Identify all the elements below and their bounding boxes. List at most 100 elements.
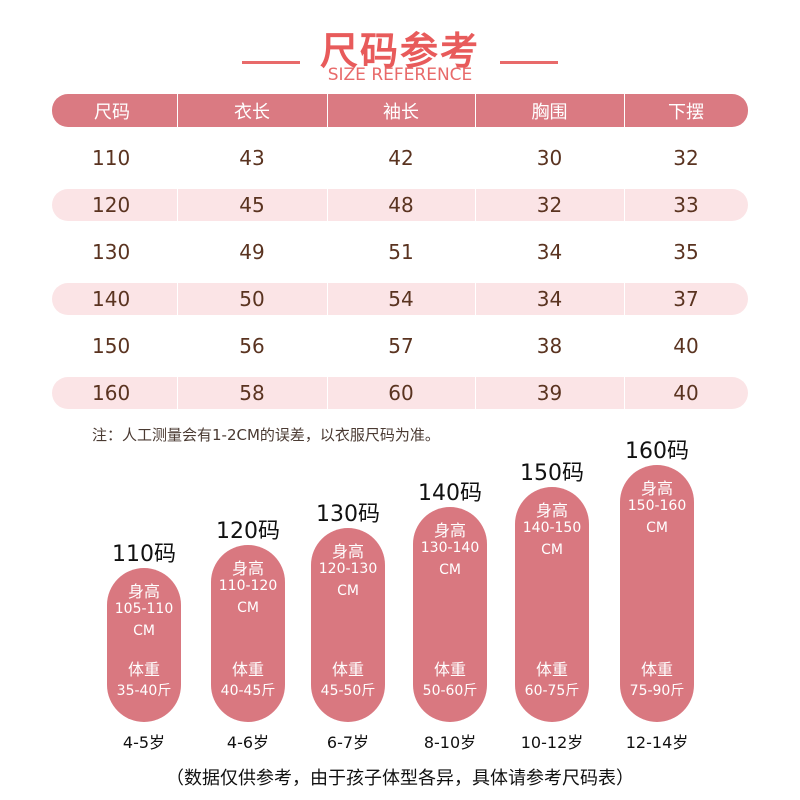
height-unit: CM — [439, 562, 461, 578]
footer-disclaimer: （数据仅供参考，由于孩子体型各异，具体请参考尺码表） — [166, 768, 634, 789]
table-cell: 150 — [92, 334, 131, 358]
age-label: 4-5岁 — [122, 733, 166, 752]
size-pill: 身高 105-110 CM 体重 35-40斤 — [107, 568, 181, 722]
measurement-note: 注：人工测量会有1-2CM的误差，以衣服尺码为准。 — [92, 426, 440, 444]
height-label: 身高 — [433, 521, 466, 540]
height-label: 身高 — [127, 582, 160, 601]
table-cell: 60 — [327, 377, 475, 409]
table-cell: 130 — [92, 240, 131, 264]
height-unit: CM — [237, 600, 259, 616]
age-label: 8-10岁 — [423, 733, 477, 752]
age-label: 10-12岁 — [520, 733, 584, 752]
age-label: 4-6岁 — [226, 733, 270, 752]
table-row: 120 45 48 32 33 — [52, 189, 748, 221]
size-column: 150码身高 140-150 CM 体重 60-75斤 10-12岁 — [515, 0, 589, 800]
size-column: 140码身高 130-140 CM 体重 50-60斤 8-10岁 — [413, 0, 487, 800]
size-column: 130码身高 120-130 CM 体重 45-50斤 6-7岁 — [311, 0, 385, 800]
weight-range: 35-40斤 — [116, 683, 172, 699]
table-cell: 33 — [624, 189, 748, 221]
table-cell: 32 — [475, 189, 624, 221]
weight-range: 40-45斤 — [220, 683, 276, 699]
page-subtitle: SIZE REFERENCE — [327, 65, 473, 85]
size-table: 尺码 衣长 袖长 胸围 下摆 110 43 42 30 32 120 45 48 32 33 130… — [52, 94, 748, 424]
table-row: 130 49 51 34 35 — [52, 236, 748, 268]
height-range: 105-110 — [114, 601, 174, 617]
size-label: 150码 — [520, 461, 584, 486]
table-header-cell: 下摆 — [624, 94, 748, 127]
height-range: 150-160 — [627, 498, 687, 514]
table-cell: 40 — [624, 330, 748, 362]
size-label: 140码 — [418, 481, 482, 506]
table-row: 110 43 42 30 32 — [52, 142, 748, 174]
age-label: 6-7岁 — [326, 733, 370, 752]
size-label: 160码 — [625, 439, 689, 464]
table-cell: 39 — [475, 377, 624, 409]
height-unit: CM — [133, 623, 155, 639]
height-label: 身高 — [640, 479, 673, 498]
height-unit: CM — [337, 583, 359, 599]
weight-label: 体重 — [640, 660, 673, 679]
table-cell: 54 — [327, 283, 475, 315]
size-label: 120码 — [216, 519, 280, 544]
table-cell: 140 — [92, 287, 131, 311]
size-pill: 身高 140-150 CM 体重 60-75斤 — [515, 487, 589, 722]
height-unit: CM — [541, 542, 563, 558]
size-column: 160码身高 150-160 CM 体重 75-90斤 12-14岁 — [620, 0, 694, 800]
size-pill: 身高 130-140 CM 体重 50-60斤 — [413, 507, 487, 722]
table-header-cell: 衣长 — [177, 94, 327, 127]
table-cell: 34 — [475, 236, 624, 268]
height-label: 身高 — [231, 559, 264, 578]
table-cell: 58 — [177, 377, 327, 409]
table-cell: 38 — [475, 330, 624, 362]
table-header-cell: 袖长 — [327, 94, 475, 127]
weight-label: 体重 — [331, 660, 364, 679]
height-range: 110-120 — [218, 578, 278, 594]
table-cell: 160 — [92, 381, 131, 405]
height-label: 身高 — [331, 542, 364, 561]
weight-label: 体重 — [127, 660, 160, 679]
table-row: 140 50 54 34 37 — [52, 283, 748, 315]
table-cell: 48 — [327, 189, 475, 221]
weight-range: 75-90斤 — [629, 683, 685, 699]
table-cell: 40 — [624, 377, 748, 409]
table-header-cell: 尺码 — [94, 101, 130, 123]
table-cell: 37 — [624, 283, 748, 315]
table-header-cell: 胸围 — [475, 94, 624, 127]
table-cell: 45 — [177, 189, 327, 221]
height-range: 130-140 — [420, 540, 480, 556]
weight-label: 体重 — [231, 660, 264, 679]
height-unit: CM — [646, 520, 668, 536]
size-pill: 身高 150-160 CM 体重 75-90斤 — [620, 465, 694, 722]
table-cell: 120 — [92, 193, 131, 217]
table-cell: 43 — [177, 142, 327, 174]
title-divider-right — [500, 61, 558, 64]
table-cell: 57 — [327, 330, 475, 362]
weight-range: 60-75斤 — [524, 683, 580, 699]
height-label: 身高 — [535, 501, 568, 520]
size-label: 130码 — [316, 502, 380, 527]
title-section: 尺码参考 SIZE REFERENCE — [0, 18, 800, 88]
size-column: 120码身高 110-120 CM 体重 40-45斤 4-6岁 — [211, 0, 285, 800]
size-column: 110码身高 105-110 CM 体重 35-40斤 4-5岁 — [107, 0, 181, 800]
page-title: 尺码参考 — [319, 29, 480, 73]
age-label: 12-14岁 — [625, 733, 689, 752]
height-range: 120-130 — [318, 561, 378, 577]
table-cell: 50 — [177, 283, 327, 315]
table-cell: 42 — [327, 142, 475, 174]
table-cell: 32 — [624, 142, 748, 174]
weight-range: 45-50斤 — [320, 683, 376, 699]
weight-label: 体重 — [535, 660, 568, 679]
size-pill: 身高 120-130 CM 体重 45-50斤 — [311, 528, 385, 722]
size-label: 110码 — [112, 542, 176, 567]
table-cell: 51 — [327, 236, 475, 268]
table-cell: 34 — [475, 283, 624, 315]
height-range: 140-150 — [522, 520, 582, 536]
table-cell: 56 — [177, 330, 327, 362]
table-row: 160 58 60 39 40 — [52, 377, 748, 409]
weight-label: 体重 — [433, 660, 466, 679]
table-cell: 35 — [624, 236, 748, 268]
weight-range: 50-60斤 — [422, 683, 478, 699]
title-divider-left — [242, 61, 300, 64]
size-pill: 身高 110-120 CM 体重 40-45斤 — [211, 545, 285, 722]
table-cell: 49 — [177, 236, 327, 268]
